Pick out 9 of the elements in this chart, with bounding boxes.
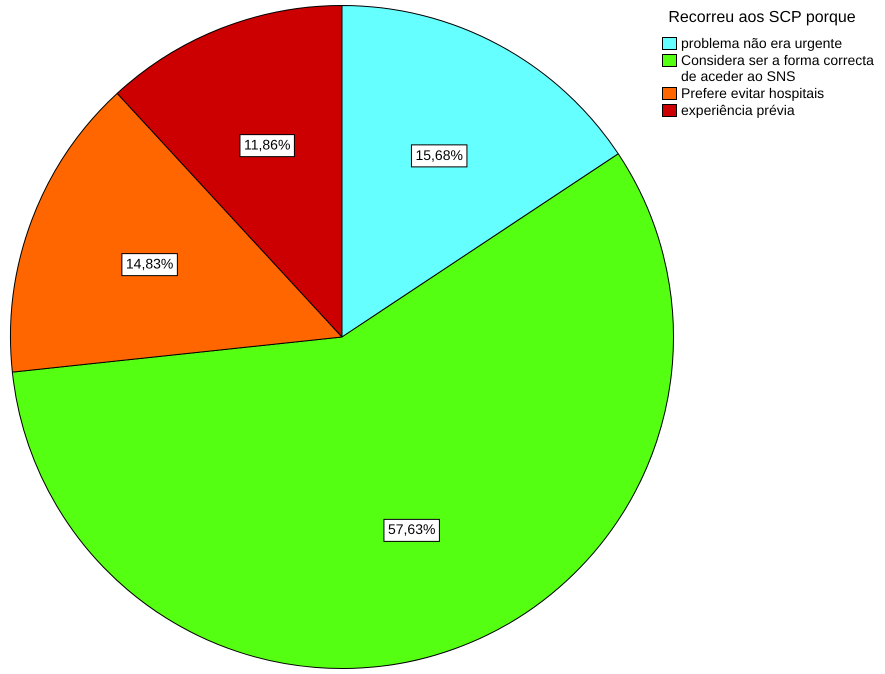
legend-title: Recorreu aos SCP porque: [667, 8, 857, 27]
data-label: 11,86%: [244, 136, 290, 152]
legend-label: Considera ser a forma correcta de aceder ao SNS: [681, 52, 875, 84]
data-label: 57,63%: [388, 521, 436, 538]
legend-label: problema não era urgente: [681, 35, 842, 51]
legend-label: Prefere evitar hospitais: [681, 85, 824, 101]
legend-label: experiência prévia: [681, 102, 795, 118]
data-label: 15,68%: [415, 146, 463, 163]
data-label: 14,83%: [126, 256, 174, 272]
